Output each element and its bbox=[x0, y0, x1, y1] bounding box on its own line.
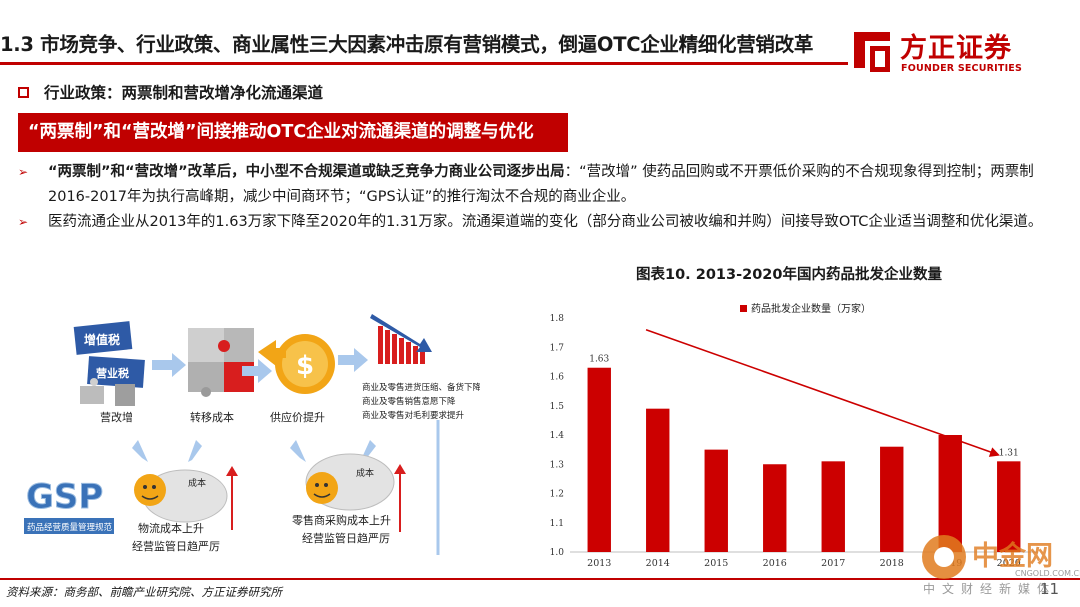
founder-logo-en: FOUNDER SECURITIES bbox=[901, 63, 1023, 74]
section-heading: 行业政策：两票制和营改增净化流通渠道 bbox=[18, 80, 323, 104]
legend-swatch bbox=[740, 305, 747, 312]
x-tick-label: 2017 bbox=[821, 558, 845, 569]
y-tick-label: 1.2 bbox=[550, 490, 564, 500]
bullet-list: ➢ “两票制”和“营改增”改革后，中小型不合规渠道或缺乏竞争力商业公司逐步出局：… bbox=[18, 160, 1058, 235]
policy-flow-illustration: 增值税 营业税 营改增 转移成本 $ 供应价提升 商业及零售进货压缩、备货下降 … bbox=[24, 314, 480, 555]
key-point-banner: “两票制”和“营改增”间接推动OTC企业对流通渠道的调整与优化 bbox=[18, 113, 568, 152]
note-1: 商业及零售进货压缩、备货下降 bbox=[362, 382, 480, 393]
y-tick-label: 1.8 bbox=[550, 314, 565, 324]
bullet-bold-text: “两票制”和“营改增”改革后，中小型不合规渠道或缺乏竞争力商业公司逐步出局 bbox=[48, 164, 565, 180]
label-transfer-cost: 转移成本 bbox=[190, 410, 234, 424]
watermark-tagline: 中文财经新媒体 bbox=[923, 582, 1057, 596]
money-bag-icon bbox=[134, 469, 228, 523]
label-retail-2: 经营监管日趋严厉 bbox=[302, 531, 390, 545]
label-retail-1: 零售商采购成本上升 bbox=[292, 513, 391, 527]
bullet-item: ➢ “两票制”和“营改增”改革后，中小型不合规渠道或缺乏竞争力商业公司逐步出局：… bbox=[18, 160, 1058, 210]
note-2: 商业及零售销售意愿下降 bbox=[362, 396, 456, 407]
bar-2013 bbox=[587, 367, 611, 552]
section-heading-text: 行业政策：两票制和营改增净化流通渠道 bbox=[44, 84, 324, 102]
money-bag-icon bbox=[305, 453, 395, 511]
watermark-cn: 中金网 bbox=[972, 541, 1053, 572]
legend-label: 药品批发企业数量（万家） bbox=[751, 302, 871, 315]
y-tick-label: 1.6 bbox=[550, 373, 565, 383]
down-arrow-1 bbox=[132, 440, 148, 462]
y-tick-label: 1.5 bbox=[550, 402, 565, 412]
down-arrow-2 bbox=[188, 440, 202, 462]
cngold-logo-inner bbox=[934, 547, 954, 567]
bullet-item: ➢ 医药流通企业从2013年的1.63万家下降至2020年的1.31万家。流通渠… bbox=[18, 210, 1058, 235]
declining-bars-icon bbox=[370, 314, 432, 364]
x-tick-label: 2016 bbox=[763, 558, 787, 569]
note-3: 商业及零售对毛利要求提升 bbox=[362, 410, 465, 421]
gsp-logo: GSP 药品经营质量管理规范 bbox=[24, 470, 114, 534]
trend-arrowhead bbox=[988, 447, 1000, 457]
label-supply-price: 供应价提升 bbox=[270, 410, 325, 424]
bar-2020 bbox=[997, 461, 1021, 552]
flow-arrow-1 bbox=[152, 353, 186, 377]
puzzle-icon bbox=[188, 328, 254, 397]
label-logistics-1: 物流成本上升 bbox=[138, 521, 204, 535]
bag-cost-label: 成本 bbox=[188, 477, 206, 489]
square-bullet-icon bbox=[18, 86, 29, 98]
x-tick-label: 2013 bbox=[587, 558, 611, 569]
tax-cards-icon bbox=[73, 321, 145, 406]
cngold-watermark: 中金网 CNGOLD.COM.CN 中文财经新媒体 bbox=[920, 532, 1080, 598]
tax-label-business: 营业税 bbox=[96, 366, 129, 380]
bar-2019 bbox=[938, 435, 962, 552]
founder-logo-cn: 方正证券 bbox=[900, 33, 1012, 64]
y-tick-label: 1.3 bbox=[550, 460, 565, 470]
bar-2017 bbox=[821, 461, 845, 552]
coin-icon: $ bbox=[258, 334, 335, 394]
bar-2016 bbox=[763, 464, 787, 552]
x-tick-label: 2014 bbox=[646, 558, 670, 569]
page-number: 11 bbox=[1040, 580, 1060, 598]
arrow-bullet-icon: ➢ bbox=[18, 165, 29, 179]
founder-logo-icon bbox=[854, 32, 890, 72]
svg-text:药品经营质量管理规范: 药品经营质量管理规范 bbox=[27, 522, 113, 533]
data-label: 1.63 bbox=[589, 355, 609, 365]
y-tick-label: 1.7 bbox=[550, 343, 565, 353]
y-tick-label: 1.4 bbox=[550, 431, 565, 441]
down-arrow-3 bbox=[290, 440, 306, 462]
up-red-arrowhead-2 bbox=[394, 464, 406, 474]
bar-2018 bbox=[880, 446, 904, 552]
bullet-text: ：“营改增” 使药品回购或不开票低价采购的不合规现象得到控制；两票制2016-2… bbox=[48, 164, 1034, 205]
label-yinggaizeng: 营改增 bbox=[100, 410, 133, 424]
watermark-url: CNGOLD.COM.CN bbox=[1015, 569, 1080, 578]
label-logistics-2: 经营监管日趋严厉 bbox=[132, 539, 220, 553]
tax-label-vat: 增值税 bbox=[84, 332, 120, 347]
flow-arrow-3 bbox=[338, 348, 368, 372]
trend-arrow-line bbox=[645, 328, 993, 454]
up-red-arrowhead-1 bbox=[226, 466, 238, 476]
svg-text:$: $ bbox=[296, 351, 314, 381]
title-underline bbox=[0, 62, 848, 65]
footer-rule bbox=[0, 578, 1080, 580]
y-tick-label: 1.0 bbox=[550, 548, 565, 558]
bag-cost-label: 成本 bbox=[356, 467, 374, 479]
svg-text:GSP: GSP bbox=[26, 477, 103, 517]
bar-2014 bbox=[646, 408, 670, 552]
founder-logo: 方正证券 FOUNDER SECURITIES bbox=[852, 26, 1037, 78]
bullet-text: 医药流通企业从2013年的1.63万家下降至2020年的1.31万家。流通渠道端… bbox=[48, 214, 1043, 230]
flow-arrow-2 bbox=[242, 359, 272, 383]
source-note: 资料来源：商务部、前瞻产业研究院、方正证券研究所 bbox=[6, 585, 282, 599]
x-tick-label: 2015 bbox=[704, 558, 728, 569]
y-tick-label: 1.1 bbox=[550, 519, 564, 529]
chart-caption: 图表10. 2013-2020年国内药品批发企业数量 bbox=[636, 267, 942, 283]
wholesale-enterprises-bar-chart: 1.0 1.1 1.2 1.3 1.4 1.5 1.6 1.7 1.8 药品批发企业数量（万家） 2… bbox=[550, 302, 1038, 569]
bar-2015 bbox=[704, 449, 728, 552]
x-tick-label: 2020 bbox=[997, 558, 1021, 569]
data-label: 1.31 bbox=[999, 448, 1019, 458]
page-title: 1.3 市场竞争、行业政策、商业属性三大因素冲击原有营销模式，倒逼OTC企业精细… bbox=[0, 33, 814, 56]
arrow-bullet-icon: ➢ bbox=[18, 215, 29, 229]
x-tick-label: 2018 bbox=[880, 558, 904, 569]
